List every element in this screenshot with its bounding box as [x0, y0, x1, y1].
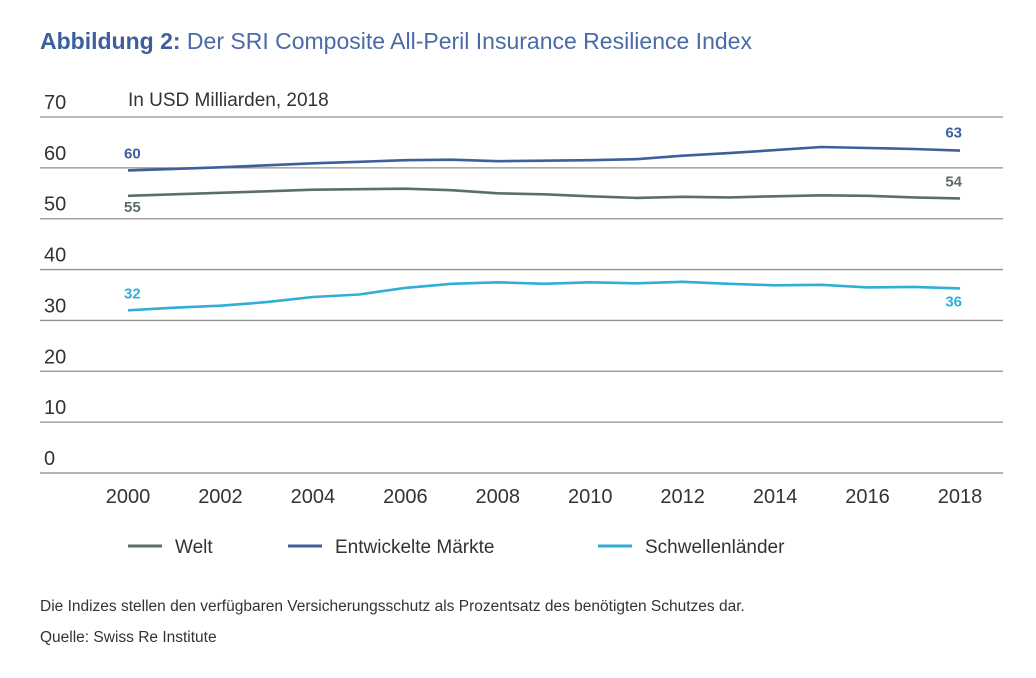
y-tick-label: 10 — [44, 397, 66, 419]
x-tick-label: 2012 — [660, 486, 705, 508]
legend-item: Welt — [128, 537, 213, 558]
grid-lines — [40, 117, 1003, 473]
series-line — [128, 189, 960, 199]
legend-item: Entwickelte Märkte — [288, 537, 494, 558]
legend-label: Welt — [175, 537, 213, 558]
y-tick-label: 0 — [44, 448, 55, 470]
end-value-label: 63 — [945, 125, 962, 142]
x-tick-label: 2000 — [106, 486, 151, 508]
source-note: Quelle: Swiss Re Institute — [40, 629, 217, 647]
y-tick-label: 20 — [44, 346, 66, 368]
x-tick-label: 2002 — [198, 486, 243, 508]
series-line — [128, 147, 960, 170]
start-value-label: 32 — [124, 285, 141, 302]
x-tick-label: 2016 — [845, 486, 890, 508]
y-axis: 0 10 20 30 40 50 60 70 — [44, 92, 66, 470]
footnote: Die Indizes stellen den verfügbaren Vers… — [40, 598, 745, 616]
start-value-label: 60 — [124, 145, 141, 162]
legend: Welt Entwickelte Märkte Schwellenländer — [128, 537, 785, 558]
y-tick-label: 70 — [44, 92, 66, 114]
series-lines — [128, 147, 960, 310]
line-chart: 0 10 20 30 40 50 60 70 2000 2002 2004 2006 2008 2010… — [0, 0, 1036, 600]
x-tick-label: 2018 — [938, 486, 983, 508]
x-tick-label: 2006 — [383, 486, 428, 508]
series-line — [128, 282, 960, 311]
start-value-label: 55 — [124, 199, 141, 216]
y-tick-label: 40 — [44, 245, 66, 267]
y-tick-label: 50 — [44, 194, 66, 216]
x-tick-label: 2008 — [476, 486, 521, 508]
x-tick-label: 2010 — [568, 486, 613, 508]
end-value-label: 36 — [945, 293, 962, 310]
x-tick-label: 2014 — [753, 486, 798, 508]
y-tick-label: 30 — [44, 295, 66, 317]
y-tick-label: 60 — [44, 143, 66, 165]
end-value-label: 54 — [945, 173, 962, 190]
legend-label: Entwickelte Märkte — [335, 537, 494, 558]
x-axis: 2000 2002 2004 2006 2008 2010 2012 2014 2016 2018 — [106, 486, 983, 508]
legend-item: Schwellenländer — [598, 537, 785, 558]
x-tick-label: 2004 — [291, 486, 336, 508]
legend-label: Schwellenländer — [645, 537, 785, 558]
unit-label: In USD Milliarden, 2018 — [128, 90, 329, 111]
